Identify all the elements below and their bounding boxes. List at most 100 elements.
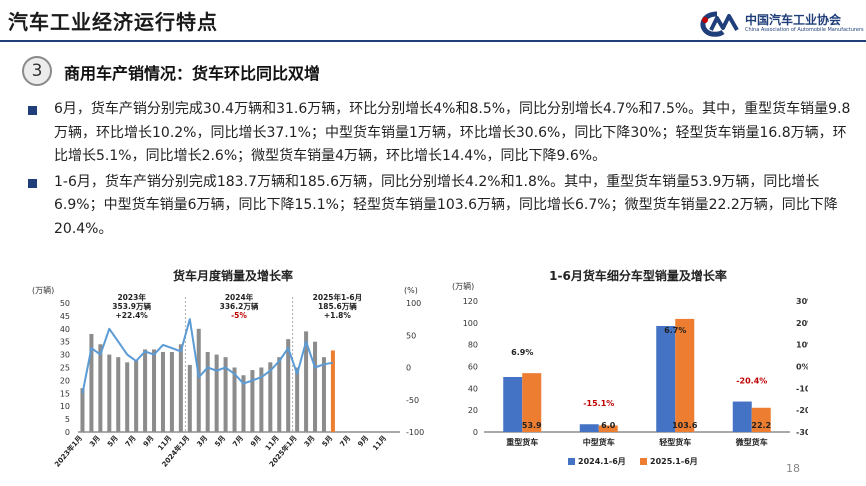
x-tick-label: 11月 — [157, 434, 174, 452]
x-tick-label: 11月 — [264, 434, 281, 452]
caam-logo-icon — [700, 11, 739, 37]
right-tick-label: -10% — [796, 384, 808, 393]
period-annotation: 336.2万辆 — [220, 301, 259, 311]
sales-bar — [116, 357, 121, 432]
growth-rate-line — [81, 318, 334, 394]
left-tick-label: 80 — [468, 341, 478, 350]
sales-bar — [304, 331, 309, 432]
category-label: 轻型货车 — [659, 437, 691, 447]
bullet-text: 1-6月，货车产销分别完成183.7万辆和185.6万辆，同比分别增长4.2%和… — [54, 173, 838, 237]
left-axis-unit: (万辆) — [32, 285, 54, 295]
page-title: 汽车工业经济运行特点 — [8, 10, 218, 34]
legend-label-2024: 2024.1-6月 — [578, 457, 626, 466]
left-tick-label: 40 — [468, 384, 478, 393]
legend-swatch-2025 — [640, 458, 647, 465]
section-title: 商用车产销情况：货车环比同比双增 — [64, 64, 321, 83]
growth-label: -15.1% — [583, 399, 614, 408]
growth-label: 6.9% — [511, 348, 533, 357]
sales-bar — [187, 364, 192, 432]
left-tick-label: 100 — [463, 319, 478, 328]
sales-bar — [196, 328, 201, 432]
left-tick-label: 5 — [65, 415, 70, 424]
bar-2024 — [656, 325, 676, 432]
sales-bar — [143, 349, 148, 432]
sales-bar — [232, 367, 237, 432]
period-annotation: +1.8% — [324, 311, 352, 320]
left-axis-unit: (万辆) — [452, 281, 474, 291]
left-tick-label: 0 — [473, 428, 478, 437]
right-tick-label: -50 — [406, 396, 419, 405]
bar-2025 — [522, 373, 542, 432]
sales-bar — [205, 352, 210, 432]
top-bar: 汽车工业经济运行特点 中国汽车工业协会 China Association of… — [0, 0, 866, 40]
period-annotation: -5% — [231, 311, 247, 320]
growth-label: 6.7% — [664, 326, 686, 335]
left-tick-label: 10 — [60, 402, 70, 411]
category-label: 微型货车 — [735, 437, 768, 447]
section-header: 3 商用车产销情况：货车环比同比双增 — [22, 56, 492, 86]
sales-bar — [178, 344, 183, 432]
left-tick-label: 20 — [468, 406, 478, 415]
legend-label-2025: 2025.1-6月 — [650, 457, 698, 466]
sales-bar — [80, 388, 85, 432]
value-label: 22.2 — [751, 421, 771, 430]
left-tick-label: 0 — [65, 428, 70, 437]
sales-bar — [89, 333, 94, 432]
bar-2024 — [503, 376, 523, 432]
left-tick-label: 30 — [60, 351, 70, 360]
right-tick-label: 10% — [796, 341, 808, 350]
right-axis-unit: (%) — [404, 286, 418, 295]
right-tick-label: -30% — [796, 428, 808, 437]
left-tick-label: 40 — [60, 325, 70, 334]
x-tick-label: 3月 — [195, 434, 209, 448]
right-tick-label: 0 — [406, 364, 411, 373]
caam-logo: 中国汽车工业协会 China Association of Automobile… — [697, 10, 865, 38]
bar-2025 — [675, 318, 695, 432]
segment-sales-chart: 1-6月货车细分车型销量及增长率 (万辆) 0 20 40 60 80 100 120 -30% -… — [452, 268, 808, 466]
bullet-june-summary: 6月，货车产销分别完成30.4万辆和31.6万辆，环比分别增长4%和8.5%，同… — [24, 98, 860, 169]
right-tick-label: 30% — [796, 297, 808, 306]
sales-bar — [330, 350, 335, 432]
x-tick-label: 7月 — [231, 434, 245, 448]
sales-bar — [286, 339, 291, 432]
page-number: 18 — [786, 462, 800, 475]
right-tick-label: -100 — [406, 428, 424, 437]
left-tick-label: 25 — [60, 364, 70, 373]
bar-2024 — [732, 401, 752, 432]
chart-title: 货车月度销量及增长率 — [173, 268, 293, 283]
sales-bar — [259, 367, 264, 432]
left-tick-label: 120 — [463, 297, 478, 306]
right-tick-label: 100 — [406, 299, 421, 308]
bar-2025 — [598, 425, 618, 432]
title-divider — [0, 40, 866, 42]
x-tick-label: 7月 — [339, 434, 353, 448]
period-annotation: +22.4% — [116, 311, 149, 320]
monthly-sales-chart: 货车月度销量及增长率 (万辆) (%) 0 5 10 15 20 25 30 35 40 45 50 -10… — [32, 268, 424, 469]
x-tick-label: 3月 — [88, 434, 102, 448]
x-tick-label: 2023年1月 — [52, 434, 84, 469]
sales-bar — [107, 354, 112, 432]
bullet-h1-summary: 1-6月，货车产销分别完成183.7万辆和185.6万辆，同比分别增长4.2%和… — [24, 171, 860, 242]
x-tick-label: 5月 — [106, 434, 120, 448]
sales-bar — [214, 354, 219, 432]
x-tick-label: 9月 — [356, 434, 370, 448]
value-label: 53.9 — [522, 421, 542, 430]
bullet-square-icon — [28, 106, 37, 115]
category-label: 中型货车 — [583, 437, 615, 447]
legend-swatch-2024 — [568, 458, 575, 465]
sales-bar — [277, 357, 282, 432]
sales-bar — [223, 357, 228, 432]
x-tick-label: 5月 — [213, 434, 227, 448]
sales-bar — [250, 370, 255, 432]
sales-bar — [268, 362, 273, 432]
period-annotation: 2023年 — [117, 292, 146, 302]
period-annotation: 185.6万辆 — [318, 301, 357, 311]
value-label: 103.6 — [672, 421, 698, 430]
sales-bar — [125, 362, 130, 432]
sales-bar — [241, 375, 246, 432]
period-annotation: 353.9万辆 — [112, 301, 151, 311]
sales-bar — [313, 341, 318, 432]
bullet-list: 6月，货车产销分别完成30.4万辆和31.6万辆，环比分别增长4%和8.5%，同… — [24, 98, 860, 243]
sales-bar — [134, 359, 139, 432]
left-tick-label: 60 — [468, 363, 478, 372]
